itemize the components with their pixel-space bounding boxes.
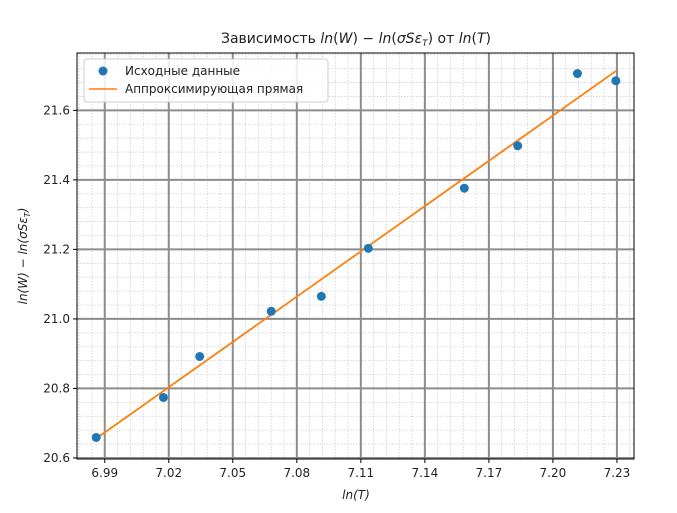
data-point: [611, 76, 621, 86]
x-tick-label: 7.17: [476, 466, 503, 480]
y-axis-title-arg: (σSε: [16, 217, 30, 244]
y-axis: 20.6 20.8 21.0 21.2 21.4 21.6: [43, 103, 77, 465]
y-tick-label: 21.2: [43, 242, 70, 256]
data-point: [266, 306, 276, 316]
series-layer: [91, 69, 621, 442]
y-axis-title-ln: ln: [16, 293, 30, 304]
y-axis-title-close: ): [16, 208, 30, 214]
x-tick-label: 7.11: [347, 466, 374, 480]
legend-label-line: Аппроксимирующая прямая: [125, 82, 303, 96]
y-axis-title-ln2: ln: [16, 244, 30, 255]
chart-title-ot: от: [433, 31, 459, 47]
x-tick-label: 7.23: [604, 466, 631, 480]
x-tick-label: 7.20: [540, 466, 567, 480]
y-tick-label: 20.8: [43, 381, 70, 395]
y-tick-label: 21.6: [43, 103, 70, 117]
fit-line: [95, 70, 617, 440]
chart-title-w-arg: (W): [333, 31, 358, 47]
legend-box: [83, 58, 329, 103]
y-axis-title-w: (W) −: [16, 255, 30, 294]
chart-title: Зависимость ln(W) − ln(σSεT) от ln(T): [221, 31, 491, 49]
chart-title-minus: −: [358, 31, 379, 47]
x-tick-label: 7.14: [411, 466, 438, 480]
major-grid: [77, 53, 634, 459]
legend-marker-points: [98, 66, 108, 76]
chart-title-lnw: ln: [320, 31, 333, 47]
y-tick-label: 21.4: [43, 173, 70, 187]
x-tick-label: 6.99: [91, 466, 118, 480]
plot-frame: [76, 52, 635, 460]
data-point: [363, 243, 373, 253]
x-axis-title: ln(T): [342, 488, 370, 502]
data-point: [572, 69, 582, 79]
y-tick-label: 20.6: [43, 451, 70, 465]
data-point: [513, 141, 523, 151]
x-tick-label: 7.08: [283, 466, 310, 480]
y-axis-title-sub: T: [23, 211, 32, 217]
data-point: [195, 351, 205, 361]
legend: Исходные данные Аппроксимирующая прямая: [83, 58, 329, 103]
chart-title-t-arg: (T): [472, 31, 492, 47]
chart-title-ln3: ln: [459, 31, 472, 47]
legend-label-points: Исходные данные: [125, 64, 240, 78]
chart-title-sigma-arg: (σSεT): [391, 31, 433, 49]
x-axis: 6.99 7.02 7.05 7.08 7.11 7.14 7.17 7.20 7.23: [91, 459, 630, 480]
data-point: [459, 183, 469, 193]
data-point: [91, 432, 101, 442]
y-tick-label: 21.0: [43, 312, 70, 326]
chart-title-ln2: ln: [379, 31, 392, 47]
y-axis-title: ln(W) − ln(σSεT): [16, 208, 32, 305]
data-point: [316, 291, 326, 301]
chart-title-prefix: Зависимость: [221, 31, 320, 47]
x-tick-label: 7.05: [219, 466, 246, 480]
x-tick-label: 7.02: [155, 466, 182, 480]
data-point: [158, 392, 168, 402]
